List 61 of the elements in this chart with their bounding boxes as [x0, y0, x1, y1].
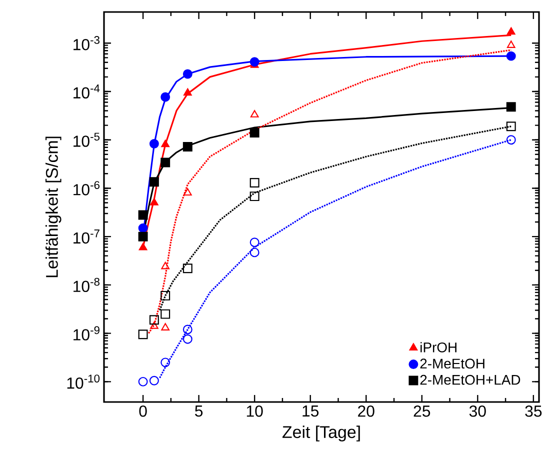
- point: [506, 27, 516, 35]
- point: [149, 315, 159, 325]
- y-tick-label: 10$^{-5}$: [74, 132, 100, 147]
- point: [138, 330, 148, 340]
- point: [160, 358, 170, 368]
- point: [160, 92, 170, 102]
- y-tick-label: 10$^{-7}$: [74, 230, 100, 244]
- x-tick-label: 5: [195, 406, 203, 417]
- point: [506, 102, 516, 112]
- point: [160, 309, 170, 319]
- x-tick-label: 10: [246, 406, 263, 417]
- x-tick-label: 25: [414, 406, 430, 417]
- point: [250, 248, 260, 258]
- y-tick-label: 10$^{-9}$: [74, 326, 100, 340]
- point: [183, 88, 192, 96]
- point: [506, 51, 516, 61]
- point: [138, 210, 148, 220]
- point: [250, 110, 259, 118]
- point: [506, 135, 516, 145]
- x-tick-label: 35: [525, 406, 542, 417]
- point: [161, 262, 170, 270]
- point: [138, 376, 148, 386]
- point: [506, 40, 516, 48]
- point: [150, 198, 158, 206]
- point: [182, 69, 192, 79]
- point: [250, 128, 260, 138]
- point: [161, 140, 170, 148]
- y-axis-title: Leitfähigkeit [S/cm]: [45, 136, 62, 278]
- point: [149, 177, 159, 187]
- point: [149, 139, 159, 149]
- point: [183, 188, 192, 196]
- legend-label: 2-MeEtOH+LAD: [420, 374, 520, 385]
- x-tick-label: 20: [358, 406, 374, 417]
- point: [250, 192, 260, 202]
- y-tick-label: 10$^{-10}$: [67, 374, 100, 389]
- legend-label: 2-MeEtOH: [420, 358, 484, 369]
- point: [160, 158, 170, 168]
- point: [160, 290, 170, 300]
- point: [250, 238, 260, 248]
- point: [182, 324, 192, 334]
- point: [250, 178, 260, 188]
- x-axis-title: Zeit [Tage]: [282, 426, 360, 442]
- point: [150, 322, 158, 329]
- x-tick-label: 0: [139, 406, 147, 417]
- point: [182, 334, 192, 344]
- point: [182, 264, 192, 274]
- point: [506, 122, 516, 132]
- legend-label: iPrOH: [420, 342, 456, 352]
- point: [182, 142, 192, 152]
- y-tick-label: 10$^{-3}$: [74, 36, 100, 50]
- point: [250, 57, 260, 67]
- point: [161, 323, 170, 330]
- y-tick-label: 10$^{-8}$: [74, 278, 100, 292]
- point: [149, 376, 159, 386]
- point: [138, 242, 148, 250]
- point: [138, 232, 148, 242]
- y-tick-label: 10$^{-6}$: [74, 181, 100, 196]
- x-tick-label: 15: [302, 406, 319, 417]
- x-tick-label: 30: [469, 406, 486, 417]
- y-tick-label: 10$^{-4}$: [74, 84, 100, 99]
- point: [138, 223, 148, 233]
